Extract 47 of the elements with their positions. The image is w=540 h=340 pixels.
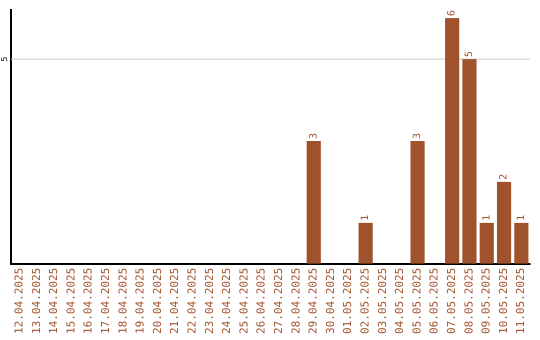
x-tick-label: 29.04.2025 bbox=[306, 268, 320, 334]
x-tick-label: 06.05.2025 bbox=[428, 268, 441, 334]
x-tick-label: 10.05.2025 bbox=[496, 268, 510, 334]
x-tick-label: 19.04.2025 bbox=[134, 268, 147, 334]
x-tick-label: 16.04.2025 bbox=[82, 268, 95, 334]
x-tick-label: 18.04.2025 bbox=[116, 268, 130, 334]
bar bbox=[358, 222, 373, 264]
x-tick-label: 20.04.2025 bbox=[150, 268, 164, 334]
x-tick-label: 11.05.2025 bbox=[514, 268, 528, 334]
data-label: 1 bbox=[360, 214, 372, 221]
x-tick-label: 15.04.2025 bbox=[64, 268, 78, 334]
x-tick-label: 22.04.2025 bbox=[186, 268, 199, 334]
x-tick-label: 21.04.2025 bbox=[168, 268, 182, 334]
bar bbox=[410, 140, 425, 264]
bar bbox=[445, 18, 460, 264]
data-label: 6 bbox=[446, 10, 458, 16]
ref-line-label: 5 bbox=[0, 56, 10, 62]
x-tick-label: 03.05.2025 bbox=[376, 268, 389, 334]
data-label: 1 bbox=[516, 214, 527, 221]
x-tick-label: 01.05.2025 bbox=[341, 268, 354, 334]
data-label: 2 bbox=[498, 174, 510, 180]
x-tick-label: 02.05.2025 bbox=[358, 268, 372, 334]
x-tick-label: 17.04.2025 bbox=[99, 268, 112, 334]
x-tick-label: 05.05.2025 bbox=[410, 268, 424, 334]
x-tick-label: 08.05.2025 bbox=[462, 268, 476, 334]
x-tick-label: 23.04.2025 bbox=[202, 268, 216, 334]
x-tick-label: 30.04.2025 bbox=[324, 268, 337, 334]
x-tick-label: 07.05.2025 bbox=[445, 268, 458, 334]
x-tick-label: 27.04.2025 bbox=[272, 268, 286, 334]
x-tick-label: 12.04.2025 bbox=[12, 268, 26, 334]
bar bbox=[306, 140, 321, 264]
bar bbox=[496, 182, 512, 264]
bar bbox=[514, 222, 528, 264]
data-label: 3 bbox=[308, 132, 320, 139]
x-tick-label: 04.05.2025 bbox=[393, 268, 406, 334]
x-tick-label: 28.04.2025 bbox=[289, 268, 302, 334]
bar bbox=[462, 59, 477, 264]
x-tick-label: 25.04.2025 bbox=[237, 268, 250, 334]
data-label: 1 bbox=[481, 214, 492, 221]
bar bbox=[480, 222, 494, 264]
x-tick-label: 09.05.2025 bbox=[480, 268, 493, 334]
x-tick-label: 14.04.2025 bbox=[47, 268, 60, 334]
x-tick-label: 13.04.2025 bbox=[30, 268, 43, 334]
data-label: 3 bbox=[412, 132, 424, 139]
data-label: 5 bbox=[464, 51, 476, 58]
x-tick-label: 26.04.2025 bbox=[254, 268, 268, 334]
x-tick-label: 24.04.2025 bbox=[220, 268, 234, 334]
